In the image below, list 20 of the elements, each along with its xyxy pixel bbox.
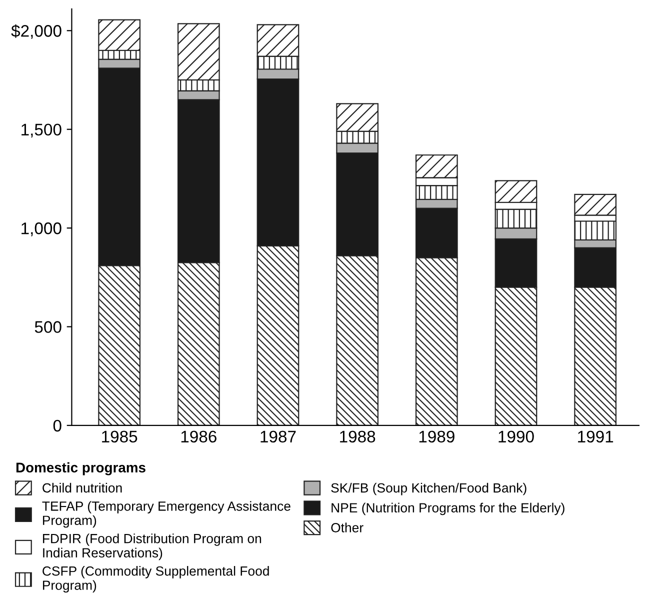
legend-label: Other xyxy=(331,522,364,532)
y-tick-label: 1,000 xyxy=(22,222,62,236)
y-tick-label: 1,500 xyxy=(22,124,62,138)
x-tick-label: 1988 xyxy=(340,430,376,443)
x-tick-label: 1990 xyxy=(498,430,534,443)
y-tick-label: $2,000 xyxy=(11,24,62,39)
legend-label: Child nutrition xyxy=(42,482,122,493)
x-tick-label: 1986 xyxy=(181,430,216,443)
y-tick-label: 500 xyxy=(34,321,62,333)
y-tick-label: 0 xyxy=(53,420,62,432)
legend-title: Domestic programs xyxy=(16,462,146,476)
x-tick-label: 1985 xyxy=(102,430,138,443)
legend-label: TEFAP (Temporary Emergency Assistance Program) xyxy=(42,501,290,528)
legend-label: NPE (Nutrition Programs for the Elderly) xyxy=(332,502,564,516)
x-tick-label: 1987 xyxy=(260,430,296,443)
legend-label: SK/FB (Soup Kitchen/Food Bank) xyxy=(331,482,526,496)
x-tick-label: 1989 xyxy=(419,430,454,443)
x-tick-label: 1991 xyxy=(578,430,614,443)
legend-label: CSFP (Commodity Supplemental Food Program) xyxy=(42,566,269,593)
legend-label: FDPIR (Food Distribution Program on Indian Reservations) xyxy=(42,534,262,560)
